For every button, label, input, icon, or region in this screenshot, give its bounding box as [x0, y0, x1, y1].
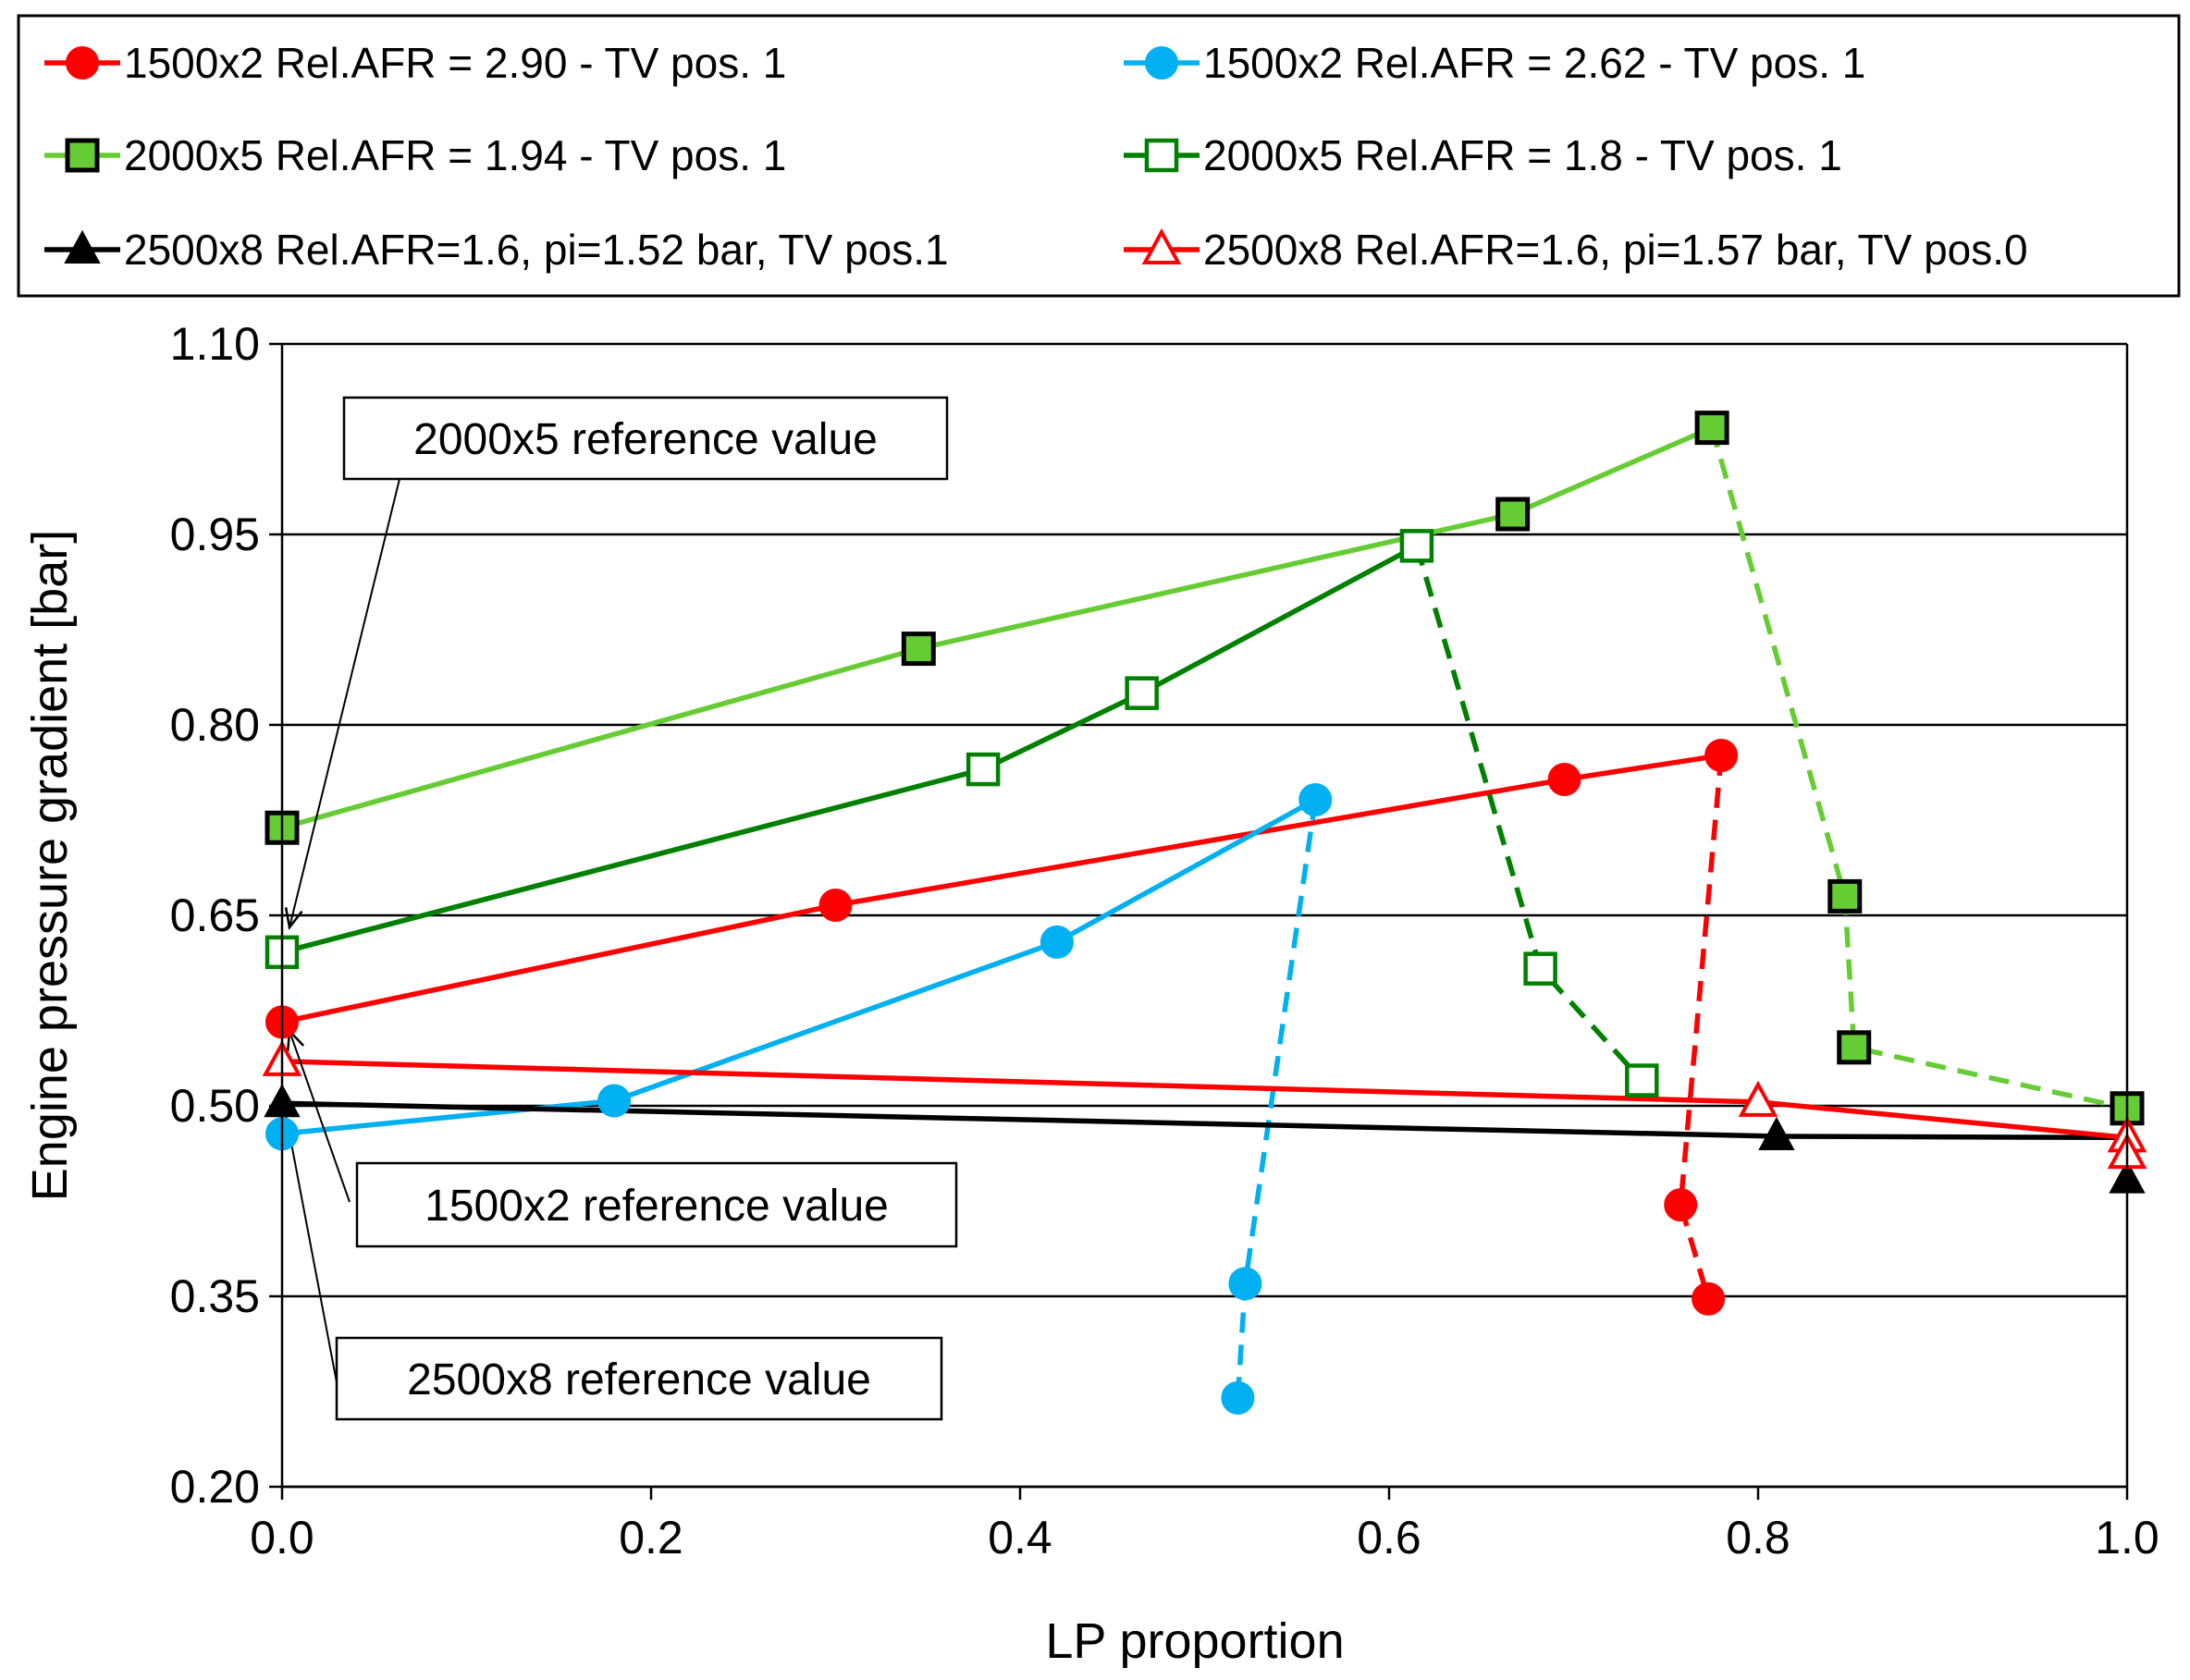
series-line-solid-1	[281, 753, 1722, 1025]
data-point	[818, 889, 853, 923]
annotation-arrow	[289, 478, 400, 928]
legend-label: 2500x8 Rel.AFR=1.6, pi=1.57 bar, TV pos.…	[1203, 226, 2028, 274]
legend-box	[17, 14, 2181, 298]
x-tick-label: 1.0	[2095, 1512, 2159, 1564]
plot-area: 2000x5 reference value 1500x2 reference v…	[262, 342, 2147, 1489]
data-point	[1228, 1267, 1262, 1301]
legend-label: 2000x5 Rel.AFR = 1.94 - TV pos. 1	[124, 131, 786, 179]
series-markers	[262, 411, 2147, 1415]
annotation-label: 2000x5 reference value	[413, 415, 878, 464]
data-point	[1221, 1380, 1255, 1415]
legend-marker	[1141, 227, 1182, 264]
legend-label: 2500x8 Rel.AFR=1.6, pi=1.52 bar, TV pos.…	[124, 226, 949, 274]
annotation-arrowhead	[284, 907, 303, 930]
annotation-label: 1500x2 reference value	[424, 1182, 889, 1231]
data-point	[1827, 878, 1863, 914]
x-tick-label: 0.8	[1726, 1512, 1790, 1564]
y-tick-label: 0.65	[170, 889, 260, 941]
x-tick-label: 0.4	[988, 1512, 1052, 1564]
data-point	[1523, 951, 1557, 986]
annotation-label: 2500x8 reference value	[407, 1355, 871, 1404]
y-axis-title: Engine pressure gradient [bar]	[22, 530, 78, 1201]
legend-marker	[65, 138, 100, 173]
legend-marker	[64, 229, 101, 264]
x-tick-label: 0.6	[1357, 1512, 1421, 1564]
annotation-box	[355, 1161, 958, 1248]
data-point	[1625, 1063, 1659, 1098]
data-point	[1399, 529, 1434, 563]
data-point	[1125, 676, 1159, 710]
data-point	[966, 752, 1001, 787]
legend: 1500x2 Rel.AFR = 2.90 - TV pos. 1 1500x2 …	[17, 14, 2181, 298]
data-point	[1738, 1080, 1778, 1117]
series-line-dashed-3	[1709, 426, 2128, 1111]
data-point	[1495, 497, 1531, 532]
legend-label: 1500x2 Rel.AFR = 2.62 - TV pos. 1	[1203, 39, 1865, 87]
series-line-solid-3	[281, 425, 1714, 830]
data-point	[1298, 783, 1333, 817]
y-tick-label: 1.10	[170, 318, 260, 370]
x-tick-label: 0.2	[619, 1512, 683, 1564]
annotations: 2000x5 reference value 1500x2 reference v…	[280, 396, 958, 1421]
data-point	[1547, 763, 1581, 797]
legend-marker	[1145, 46, 1178, 80]
y-tick-label: 0.80	[170, 699, 260, 751]
annotation-arrow	[289, 1030, 351, 1203]
data-point	[1040, 925, 1074, 959]
y-tick-label: 0.20	[170, 1461, 260, 1513]
data-point	[1837, 1030, 1872, 1065]
axes: 0.20 0.35 0.50 0.65 0.80 0.95 1.10 0.0 0.2 0.4 0.6…	[170, 318, 2159, 1564]
annotation-box	[342, 396, 949, 481]
y-tick-label: 0.95	[170, 509, 260, 560]
data-point	[597, 1084, 632, 1118]
series-line-solid-4	[281, 543, 1419, 955]
legend-label: 1500x2 Rel.AFR = 2.90 - TV pos. 1	[124, 39, 786, 87]
x-tick-label: 0.0	[250, 1512, 314, 1564]
data-point	[1694, 411, 1729, 446]
series-line-solid-2	[281, 797, 1317, 1136]
data-point	[1704, 738, 1739, 772]
annotation-arrow	[286, 1118, 338, 1383]
legend-marker	[1144, 138, 1179, 173]
data-point	[901, 632, 936, 667]
y-tick-label: 0.35	[170, 1270, 260, 1322]
data-point	[1664, 1188, 1698, 1222]
data-point	[1692, 1281, 1726, 1316]
y-tick-label: 0.50	[170, 1080, 260, 1132]
data-point	[1758, 1116, 1795, 1150]
annotation-box	[335, 1336, 943, 1421]
legend-marker	[66, 46, 99, 80]
x-axis-title: LP proportion	[1045, 1613, 1344, 1669]
gridlines	[282, 342, 2127, 1489]
legend-label: 2000x5 Rel.AFR = 1.8 - TV pos. 1	[1203, 131, 1842, 179]
